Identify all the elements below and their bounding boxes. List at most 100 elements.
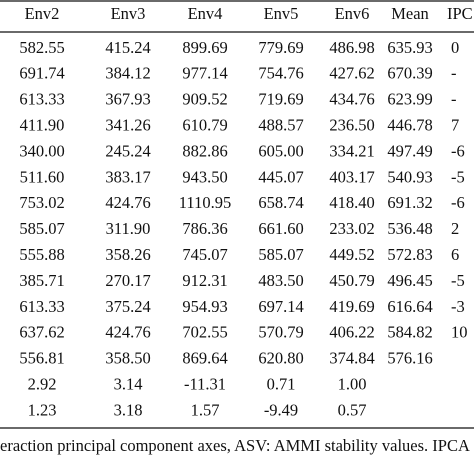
cell: 358.50 bbox=[105, 349, 150, 368]
cell: 753.02 bbox=[19, 193, 64, 212]
cell: 1.00 bbox=[338, 374, 367, 393]
cell: 912.31 bbox=[182, 271, 227, 290]
cell: 570.79 bbox=[258, 323, 303, 342]
cell: -11.31 bbox=[184, 374, 226, 393]
cell: 954.93 bbox=[182, 297, 227, 316]
cell: 3.18 bbox=[114, 400, 143, 419]
cell: 0.57 bbox=[338, 400, 367, 419]
column-header: Env3 bbox=[111, 4, 146, 23]
cell: 483.50 bbox=[258, 271, 303, 290]
cell: 424.76 bbox=[105, 323, 150, 342]
cell: 0.71 bbox=[267, 374, 296, 393]
cell: 943.50 bbox=[182, 167, 227, 186]
cell: 419.69 bbox=[329, 297, 374, 316]
cell: 635.93 bbox=[387, 38, 432, 57]
cell: 6 bbox=[451, 245, 459, 264]
cell: 754.76 bbox=[258, 64, 303, 83]
cell: 697.14 bbox=[258, 297, 303, 316]
cell: 613.33 bbox=[19, 90, 64, 109]
cell: 702.55 bbox=[182, 323, 227, 342]
cell: 358.26 bbox=[105, 245, 150, 264]
cell: 375.24 bbox=[105, 297, 150, 316]
cell: 582.55 bbox=[19, 38, 64, 57]
cell: -6 bbox=[451, 193, 465, 212]
cell: 406.22 bbox=[329, 323, 374, 342]
cell: 427.62 bbox=[329, 64, 374, 83]
cell: 0 bbox=[451, 38, 459, 57]
cell: 585.07 bbox=[258, 245, 303, 264]
cell: -5 bbox=[451, 271, 465, 290]
cell: 613.33 bbox=[19, 297, 64, 316]
cell: 10 bbox=[451, 323, 468, 342]
cell: 536.48 bbox=[387, 219, 432, 238]
cell: 616.64 bbox=[387, 297, 432, 316]
cell: -3 bbox=[451, 297, 465, 316]
cell: 779.69 bbox=[258, 38, 303, 57]
cell: 585.07 bbox=[19, 219, 64, 238]
cell: 445.07 bbox=[258, 167, 303, 186]
cell: 555.88 bbox=[19, 245, 64, 264]
cell: 620.80 bbox=[258, 349, 303, 368]
footnote: eraction principal component axes, ASV: … bbox=[0, 436, 470, 455]
cell: 2.92 bbox=[28, 374, 57, 393]
cell: 658.74 bbox=[258, 193, 303, 212]
cell: 384.12 bbox=[105, 64, 150, 83]
cell: 540.93 bbox=[387, 167, 432, 186]
cell: 450.79 bbox=[329, 271, 374, 290]
cell: 1.23 bbox=[28, 400, 57, 419]
cell: 637.62 bbox=[19, 323, 64, 342]
cell: 719.69 bbox=[258, 90, 303, 109]
cell: 340.00 bbox=[19, 141, 64, 160]
cell: - bbox=[451, 90, 457, 109]
cell: 576.16 bbox=[387, 349, 432, 368]
cell: 745.07 bbox=[182, 245, 227, 264]
cell: 374.84 bbox=[329, 349, 374, 368]
cell: 584.82 bbox=[387, 323, 432, 342]
cell: 341.26 bbox=[105, 115, 150, 134]
cell: 1110.95 bbox=[179, 193, 231, 212]
cell: 670.39 bbox=[387, 64, 432, 83]
cell: -6 bbox=[451, 141, 465, 160]
cell: 488.57 bbox=[258, 115, 303, 134]
cell: 233.02 bbox=[329, 219, 374, 238]
cell: 496.45 bbox=[387, 271, 432, 290]
cell: 403.17 bbox=[329, 167, 374, 186]
cell: 7 bbox=[451, 115, 459, 134]
cell: 977.14 bbox=[182, 64, 227, 83]
cell: 385.71 bbox=[19, 271, 64, 290]
cell: 691.32 bbox=[387, 193, 432, 212]
cell: 449.52 bbox=[329, 245, 374, 264]
cell: 3.14 bbox=[114, 374, 143, 393]
cell: 411.90 bbox=[20, 115, 65, 134]
column-header: Env5 bbox=[264, 4, 299, 23]
cell: 434.76 bbox=[329, 90, 374, 109]
cell: 311.90 bbox=[106, 219, 151, 238]
cell: 383.17 bbox=[105, 167, 150, 186]
cell: 1.57 bbox=[191, 400, 220, 419]
cell: 623.99 bbox=[387, 90, 432, 109]
cell: 882.86 bbox=[182, 141, 227, 160]
cell: 367.93 bbox=[105, 90, 150, 109]
cell: 909.52 bbox=[182, 90, 227, 109]
column-header: Env2 bbox=[25, 4, 60, 23]
cell: 572.83 bbox=[387, 245, 432, 264]
cell: 334.21 bbox=[329, 141, 374, 160]
cell: 605.00 bbox=[258, 141, 303, 160]
cell: 415.24 bbox=[105, 38, 150, 57]
column-header: IPC bbox=[447, 4, 473, 23]
cell: 899.69 bbox=[182, 38, 227, 57]
cell: 486.98 bbox=[329, 38, 374, 57]
cell: 786.36 bbox=[182, 219, 227, 238]
column-header: Mean bbox=[391, 4, 429, 23]
cell: 236.50 bbox=[329, 115, 374, 134]
cell: 661.60 bbox=[258, 219, 303, 238]
cell: 610.79 bbox=[182, 115, 227, 134]
cell: 2 bbox=[451, 219, 459, 238]
cell: 511.60 bbox=[20, 167, 65, 186]
cell: 691.74 bbox=[19, 64, 64, 83]
cell: 270.17 bbox=[105, 271, 150, 290]
cell: 497.49 bbox=[387, 141, 432, 160]
cell: 424.76 bbox=[105, 193, 150, 212]
column-header: Env4 bbox=[188, 4, 223, 23]
